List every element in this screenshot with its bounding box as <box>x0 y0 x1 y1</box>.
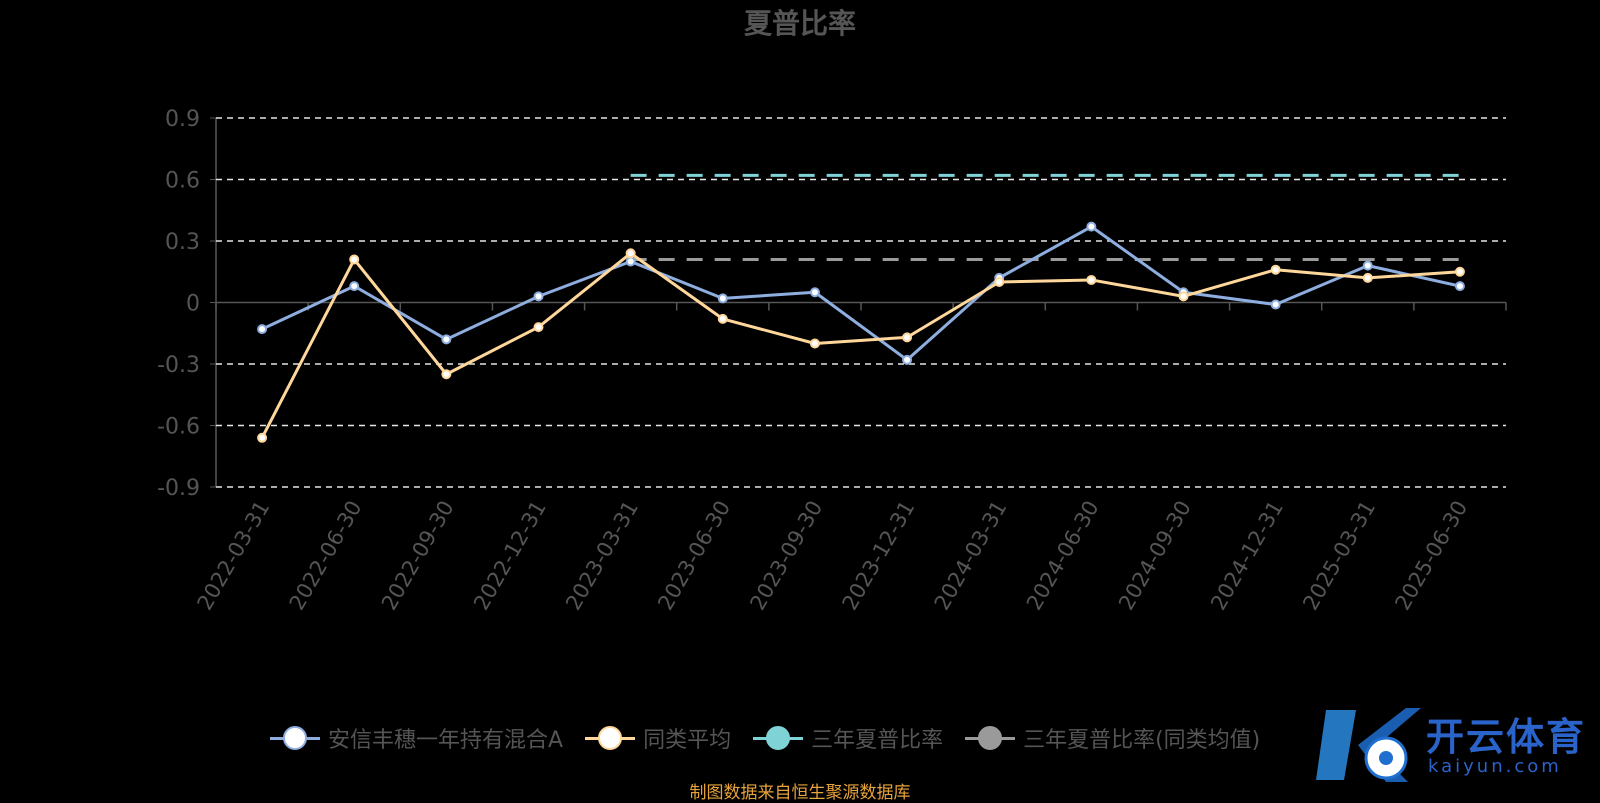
legend-marker-three-year-sharpe-peer <box>965 725 1016 751</box>
x-tick-label: 2024-09-30 <box>1114 497 1196 615</box>
legend-label-peer-average: 同类平均 <box>643 728 732 753</box>
data-point <box>1270 299 1281 310</box>
legend: 安信丰穗一年持有混合A 同类平均 三年夏普比率 三年夏普比率(同类均值) <box>270 722 1282 754</box>
legend-label-fund: 安信丰穗一年持有混合A <box>328 728 564 753</box>
x-tick-label: 2022-09-30 <box>377 497 459 615</box>
data-point <box>349 281 360 292</box>
watermark-subtitle: kaiyun.com <box>1428 756 1562 777</box>
data-point <box>533 291 544 302</box>
data-point <box>257 432 268 443</box>
kaiyun-logo-icon <box>1316 708 1421 782</box>
data-point <box>1086 274 1097 285</box>
x-tick-label: 2022-06-30 <box>285 497 367 615</box>
data-point <box>809 338 820 349</box>
data-point <box>902 332 913 343</box>
y-tick-label: 0 <box>186 292 200 317</box>
y-tick-label: 0.6 <box>165 169 200 194</box>
data-point <box>1454 281 1465 292</box>
chart-title: 夏普比率 <box>743 7 856 40</box>
legend-marker-fund <box>270 725 320 751</box>
watermark-logo: 开云体育 kaiyun.com <box>1316 700 1596 790</box>
legend-item-three-year-sharpe-peer[interactable]: 三年夏普比率(同类均值) <box>965 722 1260 754</box>
y-tick-label: -0.3 <box>157 353 200 378</box>
data-point <box>1086 221 1097 232</box>
x-tick-label: 2023-09-30 <box>745 497 827 615</box>
data-point <box>1362 272 1373 283</box>
data-point <box>533 322 544 333</box>
data-point <box>717 293 728 304</box>
legend-item-fund[interactable]: 安信丰穗一年持有混合A <box>270 722 563 754</box>
data-point <box>902 354 913 365</box>
legend-label-three-year-sharpe: 三年夏普比率 <box>811 728 944 753</box>
data-point <box>257 324 268 335</box>
legend-item-peer-average[interactable]: 同类平均 <box>585 722 731 754</box>
legend-item-three-year-sharpe[interactable]: 三年夏普比率 <box>753 722 943 754</box>
data-point <box>994 277 1005 287</box>
x-tick-label: 2023-12-31 <box>838 497 920 615</box>
source-note: 制图数据来自恒生聚源数据库 <box>689 783 911 803</box>
data-point <box>809 287 820 298</box>
data-point <box>717 313 728 324</box>
series-line <box>260 251 1461 439</box>
data-point <box>625 248 636 259</box>
x-tick-label: 2025-03-31 <box>1298 497 1380 615</box>
data-point <box>1362 260 1373 271</box>
legend-marker-peer-average <box>585 725 636 751</box>
x-tick-label: 2023-03-31 <box>561 497 643 615</box>
x-tick-label: 2022-12-31 <box>469 497 551 615</box>
data-point <box>1270 264 1281 275</box>
x-tick-label: 2025-06-30 <box>1390 497 1472 615</box>
data-point <box>441 369 452 380</box>
data-point <box>441 334 452 345</box>
x-tick-label: 2024-06-30 <box>1022 497 1104 615</box>
legend-marker-three-year-sharpe <box>753 725 804 751</box>
watermark-title: 开云体育 <box>1426 715 1587 759</box>
data-point <box>1454 266 1465 277</box>
x-tick-label: 2024-12-31 <box>1206 497 1288 615</box>
y-tick-label: 0.9 <box>165 107 200 132</box>
data-point <box>625 256 636 267</box>
x-tick-label: 2022-03-31 <box>193 497 275 615</box>
series-line <box>261 225 1461 362</box>
data-point <box>1178 291 1189 302</box>
x-tick-label: 2024-03-31 <box>930 497 1012 615</box>
y-tick-label: -0.6 <box>157 415 200 440</box>
x-tick-label: 2023-06-30 <box>653 497 735 615</box>
y-tick-label: 0.3 <box>165 230 200 255</box>
y-tick-label: -0.9 <box>157 476 200 501</box>
legend-label-three-year-sharpe-peer: 三年夏普比率(同类均值) <box>1023 728 1261 753</box>
data-point <box>349 254 360 265</box>
